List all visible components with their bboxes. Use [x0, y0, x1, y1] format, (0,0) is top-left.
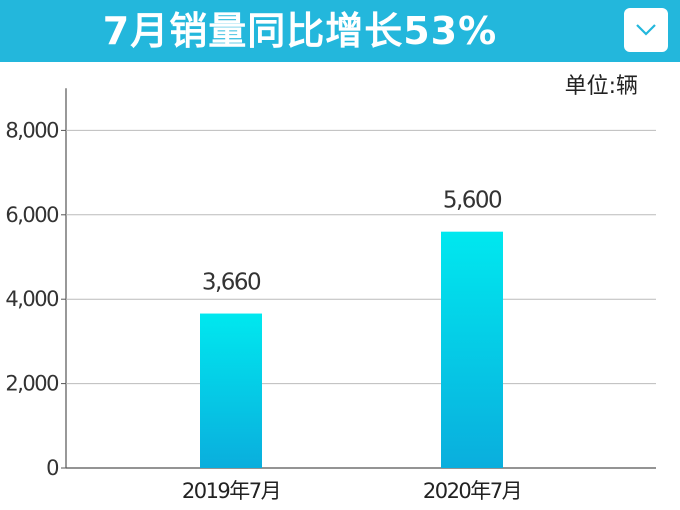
bar: [200, 313, 262, 468]
y-tick-label: 2,000: [5, 372, 58, 396]
header-banner: 7月销量同比增长53%: [0, 0, 680, 62]
chevron-down-icon: [636, 24, 656, 36]
x-tick-label: 2020年7月: [423, 479, 521, 503]
dropdown-button[interactable]: [624, 8, 668, 52]
data-label: 5,600: [443, 188, 502, 214]
bar-chart: 0 2,000 4,000 6,000 8,000 3,660 2019年7月 5,600 20…: [5, 88, 656, 503]
bar: [441, 231, 503, 468]
y-tick-label: 0: [46, 456, 58, 480]
y-tick-label: 8,000: [5, 118, 58, 142]
y-tick-label: 6,000: [5, 203, 58, 227]
unit-label: 单位:辆: [564, 74, 638, 99]
chart-title: 7月销量同比增长53%: [102, 9, 498, 53]
data-label: 3,660: [202, 270, 261, 296]
y-tick-label: 4,000: [5, 287, 58, 311]
x-tick-label: 2019年7月: [182, 479, 280, 503]
